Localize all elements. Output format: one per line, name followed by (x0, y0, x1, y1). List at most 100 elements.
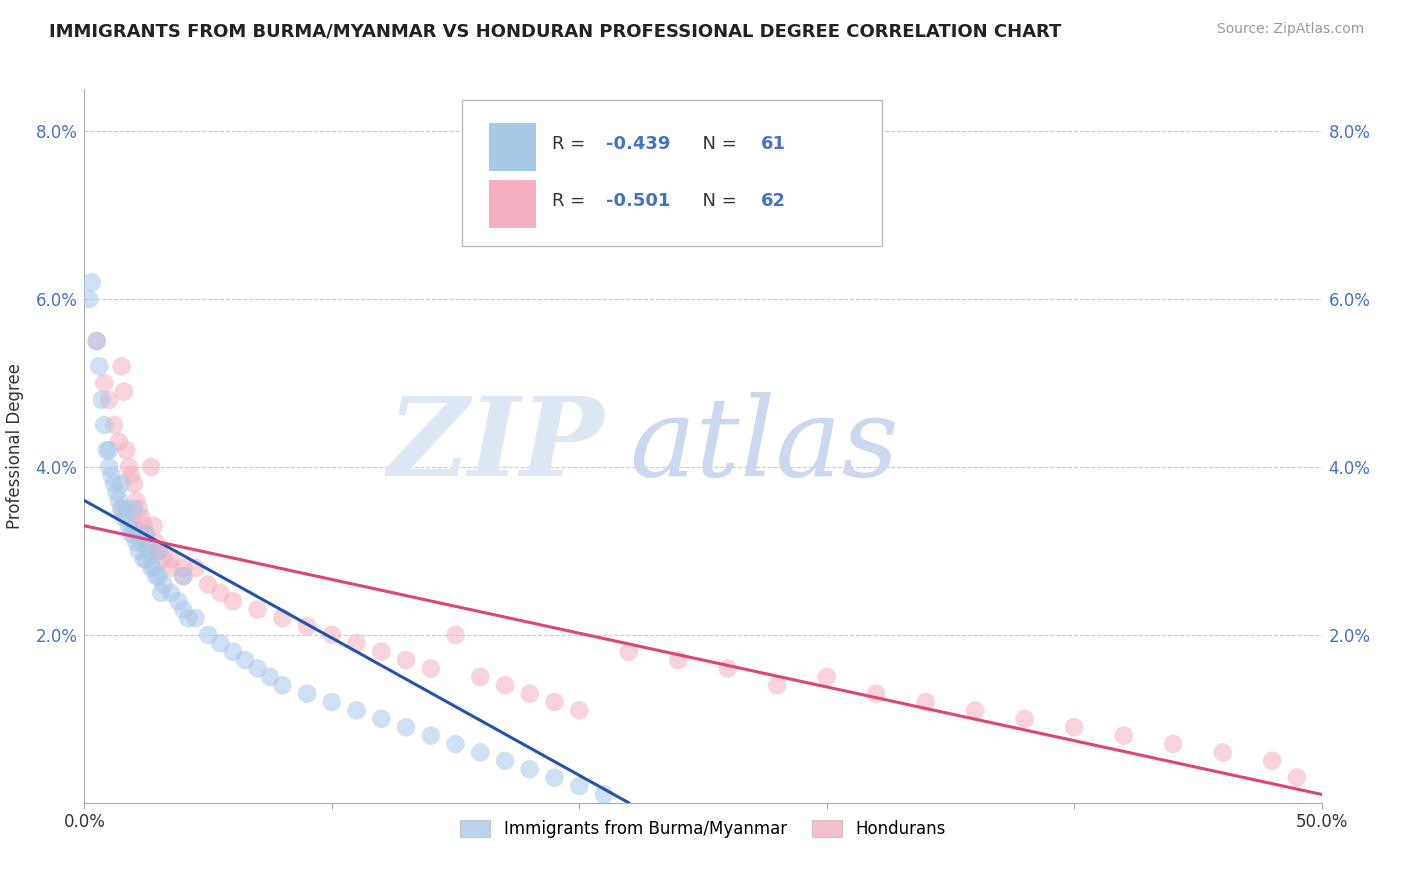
Text: -0.501: -0.501 (606, 193, 671, 211)
Point (115, 502, 138, 516)
Point (346, 703, 368, 717)
Point (138, 544, 160, 558)
Point (177, 611, 200, 625)
Point (98, 460, 121, 475)
Text: R =: R = (553, 136, 591, 153)
Point (160, 552, 183, 566)
Point (135, 552, 157, 566)
Point (321, 695, 343, 709)
Point (815, 670, 838, 684)
Point (494, 678, 516, 692)
Point (98, 392, 121, 407)
Point (271, 678, 294, 692)
Point (152, 577, 174, 591)
Point (346, 636, 368, 650)
Point (766, 678, 789, 692)
Point (105, 485, 128, 500)
Point (271, 611, 294, 625)
Point (197, 628, 219, 642)
Point (150, 586, 173, 600)
Point (141, 460, 163, 475)
Point (717, 661, 740, 675)
Point (108, 493, 131, 508)
Point (568, 779, 591, 793)
Bar (489, 123, 536, 171)
Point (184, 611, 207, 625)
Point (103, 476, 125, 491)
Point (145, 535, 167, 549)
Point (135, 527, 157, 541)
Point (666, 653, 689, 667)
Point (370, 712, 392, 726)
Point (108, 434, 131, 449)
Point (112, 384, 135, 399)
Point (395, 720, 418, 734)
Text: R =: R = (553, 193, 591, 211)
Point (470, 670, 492, 684)
Point (115, 443, 138, 458)
Point (120, 527, 142, 541)
Point (519, 687, 541, 701)
Point (470, 746, 492, 760)
Point (222, 594, 245, 608)
Point (148, 544, 170, 558)
Text: ZIP: ZIP (388, 392, 605, 500)
Point (321, 628, 343, 642)
Point (122, 527, 145, 541)
Point (90, 392, 112, 407)
Text: N =: N = (690, 193, 742, 211)
Point (118, 460, 141, 475)
Point (395, 653, 418, 667)
Point (120, 468, 142, 483)
Y-axis label: Professional Degree: Professional Degree (6, 363, 24, 529)
Point (246, 603, 269, 617)
Point (112, 510, 135, 524)
Point (172, 569, 194, 583)
Point (152, 552, 174, 566)
Point (148, 569, 170, 583)
Point (98, 443, 121, 458)
Point (1014, 712, 1036, 726)
Point (419, 661, 441, 675)
Point (233, 653, 256, 667)
Point (135, 527, 157, 541)
Point (148, 544, 170, 558)
Point (246, 661, 269, 675)
Point (568, 703, 591, 717)
Point (519, 762, 541, 776)
Point (209, 586, 232, 600)
Point (93, 376, 115, 390)
Point (86, 334, 108, 348)
Point (593, 788, 616, 802)
Point (86, 334, 108, 348)
Text: 62: 62 (761, 193, 786, 211)
Point (543, 771, 565, 785)
Point (128, 502, 150, 516)
Point (110, 359, 132, 374)
Point (172, 603, 194, 617)
Point (914, 695, 936, 709)
Point (184, 560, 207, 574)
Point (160, 586, 183, 600)
Text: 61: 61 (761, 136, 786, 153)
Point (142, 518, 165, 533)
Point (209, 636, 232, 650)
Point (172, 560, 194, 574)
Point (259, 670, 281, 684)
Point (419, 729, 441, 743)
FancyBboxPatch shape (461, 100, 883, 246)
Text: -0.439: -0.439 (606, 136, 671, 153)
Point (197, 577, 219, 591)
Point (96, 443, 118, 458)
Point (160, 560, 183, 574)
Point (444, 737, 467, 751)
Point (128, 544, 150, 558)
Text: atlas: atlas (628, 392, 898, 500)
Point (617, 645, 640, 659)
Point (145, 569, 167, 583)
Text: N =: N = (690, 136, 742, 153)
Point (222, 645, 245, 659)
Point (135, 535, 157, 549)
Point (89, 359, 111, 374)
Point (132, 518, 155, 533)
